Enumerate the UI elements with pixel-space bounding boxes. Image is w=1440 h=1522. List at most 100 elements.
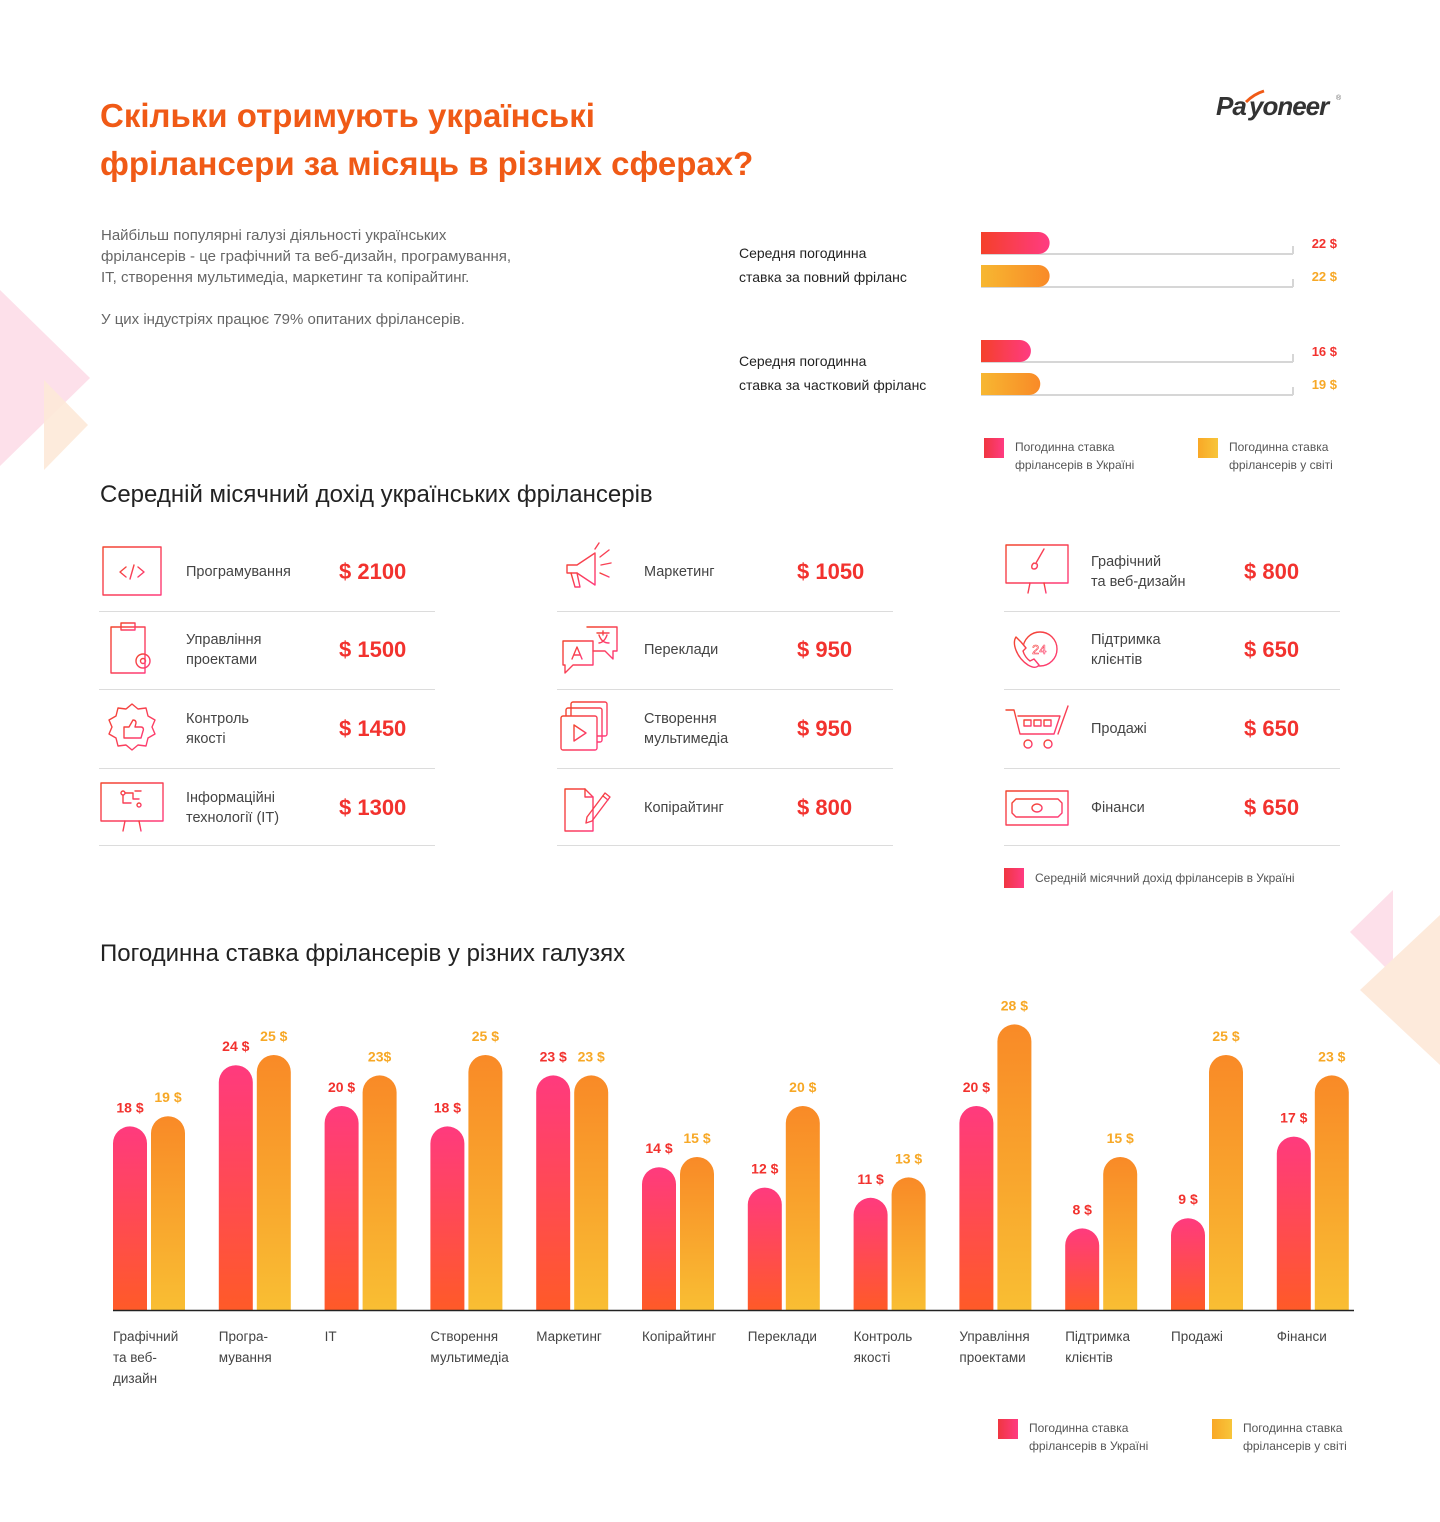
bar-value-label: 25 $ — [1212, 1028, 1239, 1044]
bar-value-label: 13 $ — [895, 1150, 922, 1166]
income-category-label: Інформаційні технології (IT) — [186, 769, 326, 847]
income-row: 24 Підтримка клієнтів $ 650 — [1004, 611, 1340, 690]
income-category-line: Продажі — [1091, 721, 1147, 737]
intro-line: фрілансерів - це графічний та веб-дизайн… — [101, 248, 512, 265]
x-tick-label: Управління проектами — [959, 1329, 1029, 1365]
chart-title: Погодинна ставка фрілансерів у різних га… — [100, 940, 626, 967]
bar-ukraine — [536, 1075, 571, 1310]
income-row: Копірайтинг $ 800 — [557, 769, 893, 846]
income-row: Переклади $ 950 — [557, 611, 893, 690]
bar-world — [362, 1075, 397, 1310]
income-row: Контроль якості $ 1450 — [99, 690, 435, 769]
monitor-circuit-icon — [100, 782, 164, 832]
bar-ukraine — [1276, 1136, 1311, 1310]
income-category-label: Управління проектами — [186, 611, 326, 689]
monthly-heading: Середній місячний дохід українських фріл… — [100, 481, 653, 508]
income-value: $ 650 — [1244, 795, 1300, 820]
legend-line: Погодинна ставка — [1015, 440, 1115, 454]
decor-left-triangles — [0, 290, 90, 470]
income-value: $ 1450 — [339, 716, 407, 741]
income-value: $ 800 — [1244, 559, 1300, 584]
intro-line: Найбільш популярні галузі діяльності укр… — [101, 227, 447, 244]
income-value: $ 650 — [1244, 716, 1300, 741]
income-value: $ 800 — [797, 795, 853, 820]
income-category-text: Графічний та веб-дизайн — [1091, 552, 1186, 592]
bar-value-label: 12 $ — [751, 1161, 778, 1177]
bar-value-label: 15 $ — [1107, 1130, 1134, 1146]
income-category-line: Маркетинг — [644, 564, 715, 580]
x-tick-label: Фінанси — [1277, 1329, 1327, 1344]
bar-world — [997, 1024, 1032, 1310]
bar-ukraine — [324, 1106, 359, 1310]
x-tick-label: Підтримка клієнтів — [1065, 1329, 1130, 1365]
income-category-text: Підтримка клієнтів — [1091, 630, 1161, 670]
shopping-cart-icon — [1005, 705, 1069, 749]
bar-value-label: 20 $ — [963, 1079, 990, 1095]
income-category-line: Фінанси — [1091, 800, 1145, 816]
intro-paragraph-1: Найбільш популярні галузі діяльності укр… — [101, 225, 581, 288]
bar-ukraine — [853, 1197, 888, 1310]
income-row: Інформаційні технології (IT) $ 1300 — [99, 769, 435, 846]
bar-world — [151, 1116, 185, 1310]
income-category-label: Підтримка клієнтів — [1091, 611, 1231, 689]
income-category-label: Маркетинг — [644, 533, 784, 611]
page-title-line1: Скільки отримують українські — [100, 97, 595, 134]
legend-line: фрілансерів у світі — [1229, 458, 1333, 472]
phone-24-icon: 24 — [1013, 631, 1058, 668]
income-category-text: Управління проектами — [186, 630, 261, 670]
income-category-text: Інформаційні технології (IT) — [186, 788, 279, 828]
bar-world — [1314, 1075, 1349, 1310]
hourly-rate-chart: 18 $ 19 $ Графічний та веб-дизайн 24 $ 25 $ Пр… — [113, 997, 1354, 1386]
income-category-label: Переклади — [644, 611, 784, 689]
income-category-label: Фінанси — [1091, 769, 1231, 847]
bar-ukraine — [747, 1187, 782, 1310]
legend-swatch-world — [1198, 438, 1218, 458]
megaphone-icon — [566, 542, 612, 588]
bar-value-label: 25 $ — [472, 1028, 499, 1044]
income-category-text: Маркетинг — [644, 562, 715, 582]
legend-swatch-ukraine — [1004, 868, 1024, 888]
income-category-text: Фінанси — [1091, 798, 1145, 818]
income-category-text: Створення мультимедіа — [644, 709, 728, 749]
bar-world — [574, 1075, 609, 1310]
bar-value-label: 19 $ — [154, 1089, 181, 1105]
legend-line: фрілансерів в Україні — [1029, 1439, 1149, 1453]
income-category-label: Графічний та веб-дизайн — [1091, 533, 1231, 611]
bar-ukraine — [1171, 1218, 1205, 1310]
legend-text: Погодинна ставка фрілансерів в Україні — [1015, 438, 1134, 474]
rate-bars: 22 $ 22 $ 16 $ 19 $ — [981, 232, 1338, 396]
income-category-label: Створення мультимедіа — [644, 690, 784, 768]
income-category-text: Програмування — [186, 562, 291, 582]
bar-value-label: 9 $ — [1178, 1191, 1198, 1207]
bar-value-label: 17 $ — [1280, 1110, 1307, 1126]
income-value: $ 1050 — [797, 559, 865, 584]
rate-bar-ukraine — [981, 340, 1031, 362]
x-tick-label: Копірайтинг — [642, 1329, 716, 1344]
thumbs-up-badge-icon — [108, 703, 156, 751]
rate-bar-ukraine-label: 22 $ — [1312, 236, 1338, 251]
media-play-icon — [560, 701, 608, 751]
rate-group-label-line: ставка за повний фріланс — [739, 269, 907, 285]
bar-value-label: 24 $ — [222, 1038, 249, 1054]
bar-value-label: 18 $ — [434, 1099, 461, 1115]
income-category-line: Інформаційні — [186, 790, 275, 806]
bar-ukraine — [218, 1065, 253, 1310]
income-category-line: Управління — [186, 632, 262, 648]
income-category-line: мультимедіа — [644, 731, 729, 747]
income-value: $ 950 — [797, 637, 853, 662]
income-row: Маркетинг $ 1050 — [557, 533, 893, 612]
legend-swatch-ukraine — [998, 1419, 1018, 1439]
bar-value-label: 18 $ — [116, 1099, 143, 1115]
income-category-text: Переклади — [644, 640, 718, 660]
translate-bubbles-icon — [562, 626, 618, 674]
x-tick-label: Створення мультимедіа — [430, 1329, 509, 1365]
income-category-line: Переклади — [644, 642, 719, 658]
svg-text:®: ® — [1336, 94, 1342, 102]
bar-world — [785, 1106, 820, 1310]
rate-bar-world-label: 22 $ — [1312, 269, 1338, 284]
bar-ukraine — [1065, 1228, 1100, 1310]
bar-value-label: 14 $ — [645, 1140, 672, 1156]
bar-value-label: 23 $ — [578, 1048, 605, 1064]
svg-text:24: 24 — [1032, 642, 1046, 657]
bar-value-label: 20 $ — [328, 1079, 355, 1095]
